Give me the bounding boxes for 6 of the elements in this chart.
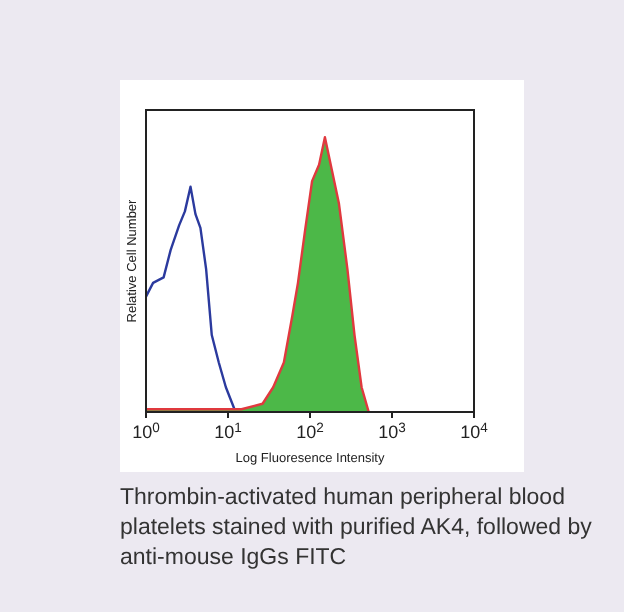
x-tick-label: 10$^{0}$ [132,421,161,442]
x-tick-label: 10$^{4}$ [460,421,489,442]
x-tick-label: 10$^{3}$ [378,421,407,442]
text: Thrombin-activated human peripheral blood platelets stained with purified AK4, followed by anti-mouse IgGs FITC [120,486,593,570]
x-tick-label: 10$^{1}$ [214,421,243,442]
x-tick-label: 10$^{2}$ [296,421,325,442]
